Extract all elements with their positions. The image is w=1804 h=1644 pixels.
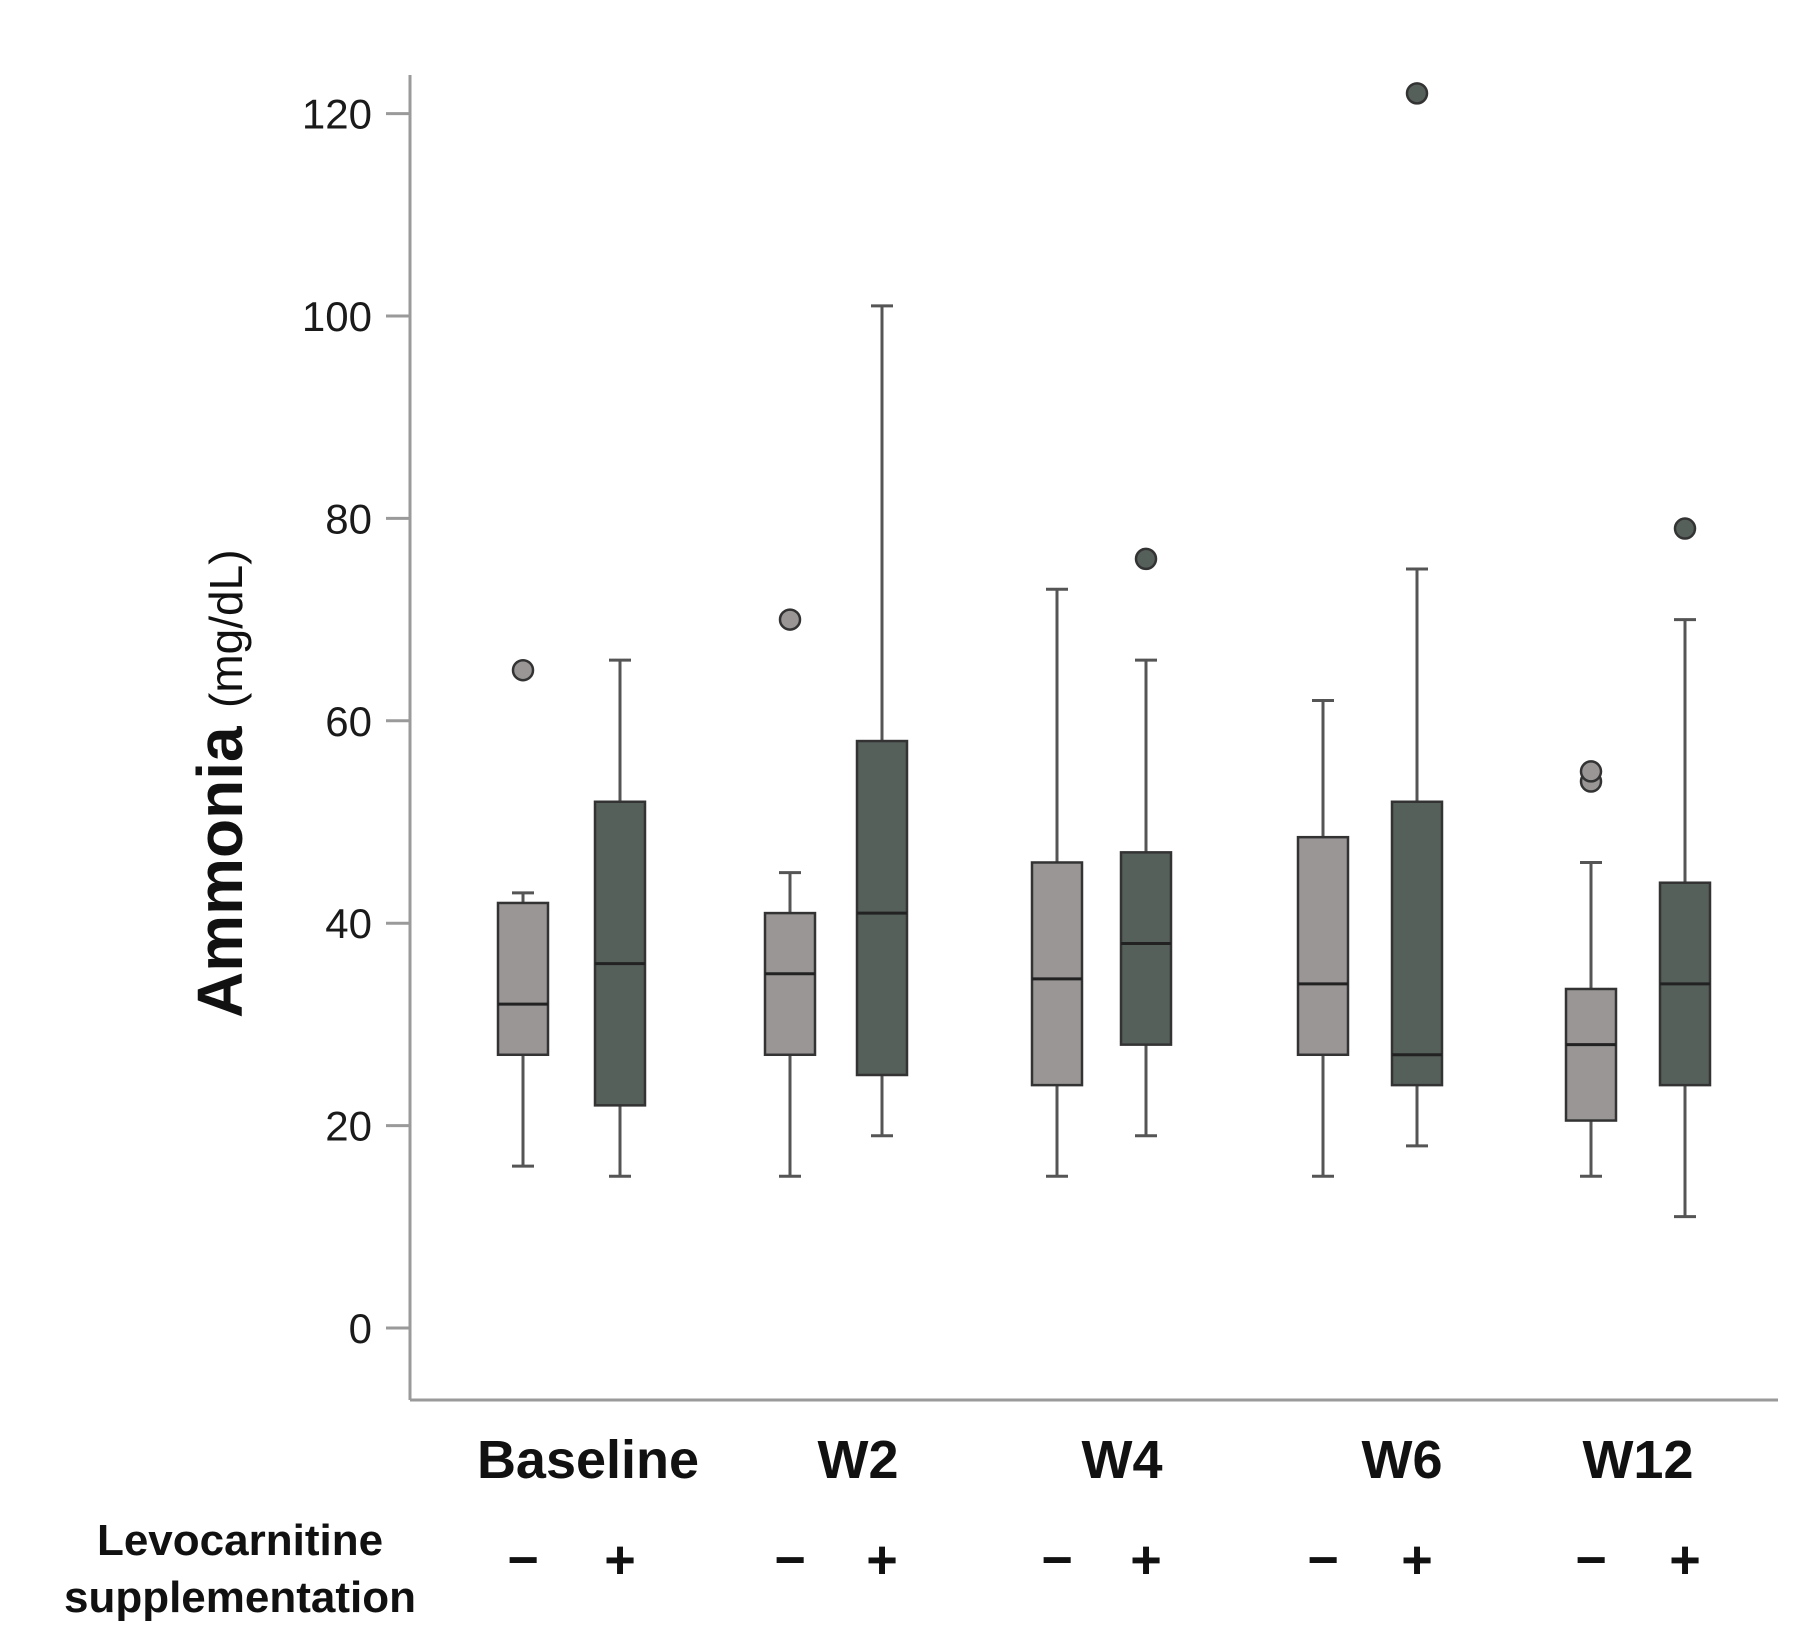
treatment-sign-label: − [1307, 1530, 1339, 1590]
treatment-sign-label: − [1041, 1530, 1073, 1590]
category-labels: Baseline− +W2− +W4− +W6− +W12− + [477, 1430, 1701, 1590]
iqr-box [1030, 861, 1084, 1087]
y-axis-unit: (mg/dL) [200, 549, 252, 707]
y-axis-label: Ammonia [184, 726, 256, 1018]
box-group-baseline-minus [496, 658, 550, 1168]
iqr-box [1119, 851, 1173, 1046]
box-group-w2-plus [855, 304, 909, 1138]
x-category-label: W12 [1582, 1430, 1693, 1490]
box-group-w2-minus [763, 608, 817, 1178]
outlier-point [1579, 760, 1603, 783]
treatment-sign-label: − [774, 1530, 806, 1590]
box-group-w4-plus [1119, 547, 1173, 1138]
y-tick-label: 100 [302, 293, 372, 340]
iqr-box [1564, 987, 1618, 1122]
box-group-w4-minus [1030, 587, 1084, 1178]
y-tick-label: 80 [325, 495, 372, 542]
box-group-w12-minus [1564, 760, 1618, 1178]
iqr-box [1296, 835, 1350, 1057]
row-label-line-2: supplementation [64, 1573, 416, 1622]
treatment-sign-label: + [604, 1530, 636, 1590]
y-tick-label: 20 [325, 1103, 372, 1150]
y-ticks: 0 20 40 60 80 100 120 [302, 91, 410, 1352]
outlier-point [1405, 82, 1429, 105]
iqr-box [1390, 800, 1444, 1087]
labels-layer: Ammonia (mg/dL) Levocarnitine supplement… [64, 549, 416, 1622]
outlier-point [778, 608, 802, 631]
y-tick-label: 60 [325, 698, 372, 745]
axes-layer [408, 75, 1778, 1402]
treatment-sign-label: + [1401, 1530, 1433, 1590]
outlier-point [1134, 547, 1158, 571]
y-axis-title: Ammonia (mg/dL) [184, 549, 256, 1018]
y-tick-label: 0 [349, 1305, 372, 1352]
row-label-line-1: Levocarnitine [97, 1516, 383, 1565]
treatment-sign-label: − [1575, 1530, 1607, 1590]
y-tick-label: 40 [325, 900, 372, 947]
treatment-sign-label: + [1130, 1530, 1162, 1590]
iqr-box [593, 800, 647, 1107]
iqr-box [855, 739, 909, 1077]
iqr-box [496, 901, 550, 1057]
boxes-layer [496, 82, 1712, 1219]
svg-text:Ammonia (mg/dL): Ammonia (mg/dL) [184, 549, 256, 1018]
y-tick-label: 120 [302, 91, 372, 138]
box-group-w6-plus [1390, 82, 1444, 1148]
box-group-w6-minus [1296, 699, 1350, 1178]
x-category-label: W2 [818, 1430, 899, 1490]
treatment-sign-label: − [507, 1530, 539, 1590]
x-category-label: W4 [1082, 1430, 1163, 1490]
outlier-point [511, 658, 535, 682]
iqr-box [763, 911, 817, 1057]
box-group-w12-plus [1658, 517, 1712, 1219]
outlier-point [1673, 517, 1697, 540]
x-category-label: Baseline [477, 1430, 699, 1490]
treatment-sign-label: + [1669, 1530, 1701, 1590]
treatment-sign-label: + [866, 1530, 898, 1590]
x-category-label: W6 [1362, 1430, 1443, 1490]
box-group-baseline-plus [593, 658, 647, 1178]
